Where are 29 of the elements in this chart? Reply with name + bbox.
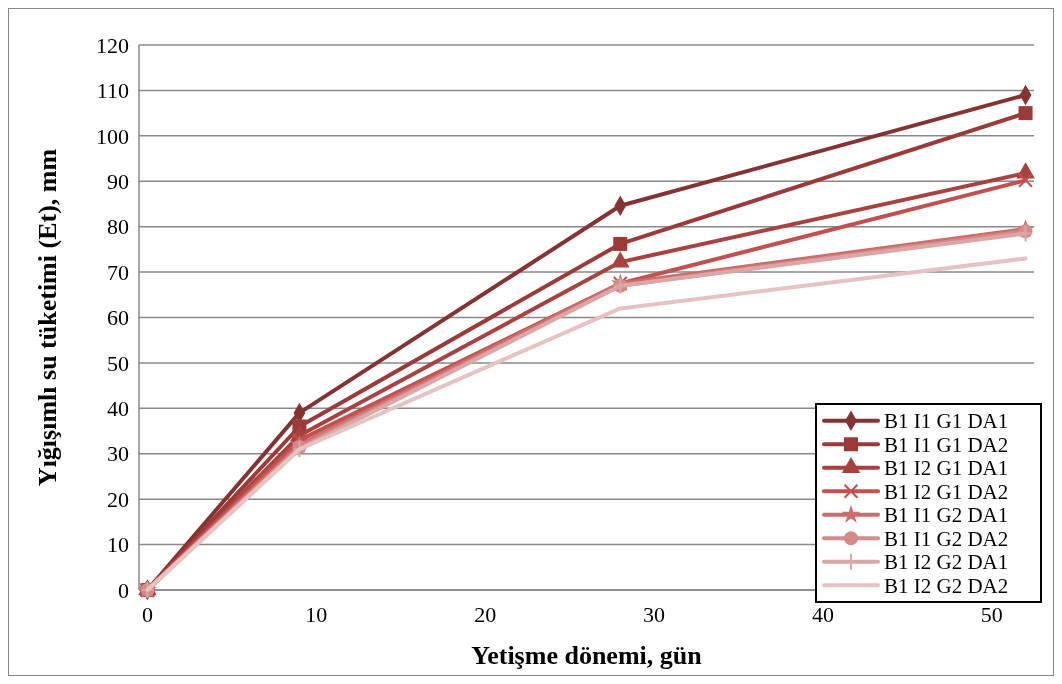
y-tick-label: 30	[107, 441, 129, 467]
y-tick-label: 70	[107, 259, 129, 285]
y-tick-label: 10	[107, 532, 129, 558]
legend-label: B1 I2 G2 DA1	[884, 550, 1009, 575]
legend-label: B1 I1 G1 DA1	[884, 409, 1009, 434]
y-tick-label: 60	[107, 305, 129, 331]
legend-label: B1 I1 G2 DA2	[884, 526, 1009, 551]
y-tick-label: 120	[96, 32, 129, 58]
y-tick-label: 80	[107, 214, 129, 240]
y-tick-label: 40	[107, 396, 129, 422]
y-tick-label: 20	[107, 486, 129, 512]
x-axis-title: Yetişme dönemi, gün	[471, 641, 703, 670]
x-tick-label: 10	[305, 602, 328, 627]
x-tick-label: 40	[811, 602, 834, 627]
y-tick-label: 0	[118, 577, 129, 603]
y-tick-label: 110	[96, 78, 129, 104]
legend-label: B1 I1 G1 DA2	[884, 432, 1009, 457]
y-axis-title: Yığışımlı su tüketimi (Et), mm	[33, 148, 62, 487]
legend-label: B1 I2 G1 DA2	[884, 479, 1009, 504]
y-tick-label: 100	[96, 123, 129, 149]
x-tick-label: 20	[474, 602, 497, 627]
legend-label: B1 I1 G2 DA1	[884, 503, 1009, 528]
y-tick-label: 90	[107, 168, 129, 194]
x-tick-label: 50	[980, 602, 1003, 627]
legend-label: B1 I2 G1 DA1	[884, 456, 1009, 481]
x-tick-label: 0	[141, 602, 153, 627]
x-tick-label: 30	[643, 602, 666, 627]
y-tick-label: 50	[107, 350, 129, 376]
legend-label: B1 I2 G2 DA2	[884, 573, 1009, 598]
